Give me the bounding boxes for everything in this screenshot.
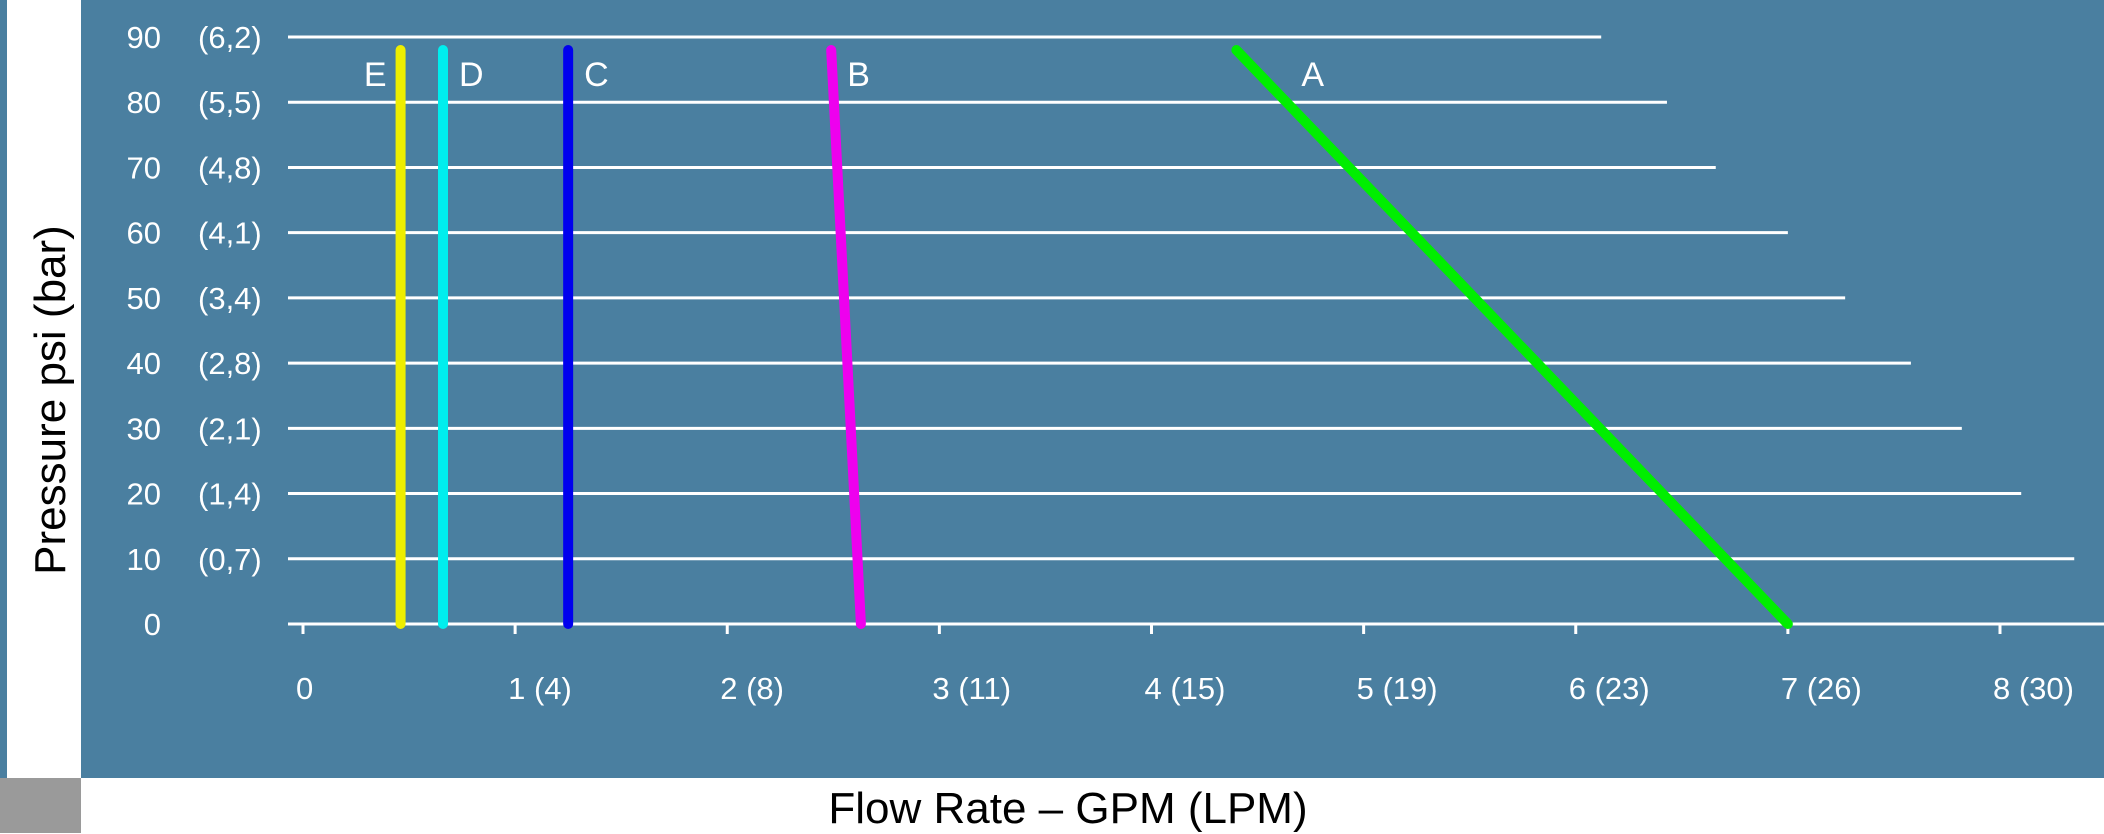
y-tick-label-bar-4: (2,8): [198, 346, 262, 381]
y-tick-label-bar-3: (2,1): [198, 411, 262, 446]
y-tick-label-bar-1: (0,7): [198, 542, 262, 577]
left-edge-strip: [0, 0, 7, 780]
plot-panel: [81, 0, 2104, 778]
x-tick-label-0: 0: [296, 671, 313, 706]
x-tick-label-6: 6 (23): [1569, 671, 1650, 706]
series-label-e: E: [364, 56, 387, 94]
x-axis-title-box: Flow Rate – GPM (LPM): [81, 778, 2055, 833]
y-tick-label-psi-4: 40: [127, 346, 161, 381]
series-label-d: D: [459, 56, 484, 94]
y-tick-label-psi-3: 30: [127, 411, 161, 446]
x-tick-label-8: 8 (30): [1993, 671, 2074, 706]
series-label-c: C: [584, 56, 609, 94]
y-axis-title-box: Pressure psi (bar): [7, 0, 81, 776]
x-tick-label-1: 1 (4): [508, 671, 572, 706]
series-line-a: [1231, 45, 1793, 629]
x-tick-label-2: 2 (8): [720, 671, 784, 706]
y-tick-label-bar-9: (6,2): [198, 20, 262, 55]
y-tick-label-psi-0: 0: [144, 607, 161, 642]
y-tick-label-psi-6: 60: [127, 216, 161, 251]
x-tick-label-5: 5 (19): [1357, 671, 1438, 706]
y-tick-label-psi-8: 80: [127, 85, 161, 120]
chart-svg: 0 1 (4) 2 (8) 3 (11) 4 (15) 5 (19) 6 (23) 7 (26…: [127, 20, 2104, 706]
x-tick-label-4: 4 (15): [1145, 671, 1226, 706]
y-tick-label-psi-2: 20: [127, 477, 161, 512]
series-label-a: A: [1301, 56, 1324, 94]
series-line-b: [826, 45, 866, 629]
y-tick-label-bar-8: (5,5): [198, 85, 262, 120]
y-tick-label-psi-7: 70: [127, 150, 161, 185]
x-axis-title: Flow Rate – GPM (LPM): [828, 784, 1308, 833]
x-tick-label-3: 3 (11): [932, 671, 1011, 706]
y-tick-label-bar-6: (4,1): [198, 216, 262, 251]
y-tick-label-bar-2: (1,4): [198, 477, 262, 512]
y-tick-label-psi-5: 50: [127, 281, 161, 316]
y-tick-label-psi-9: 90: [127, 20, 161, 55]
x-tick-label-7: 7 (26): [1781, 671, 1862, 706]
y-tick-label-psi-1: 10: [127, 542, 161, 577]
series-label-b: B: [847, 56, 870, 94]
corner-block: [0, 778, 81, 833]
y-tick-label-bar-7: (4,8): [198, 150, 262, 185]
y-tick-label-bar-5: (3,4): [198, 281, 262, 316]
